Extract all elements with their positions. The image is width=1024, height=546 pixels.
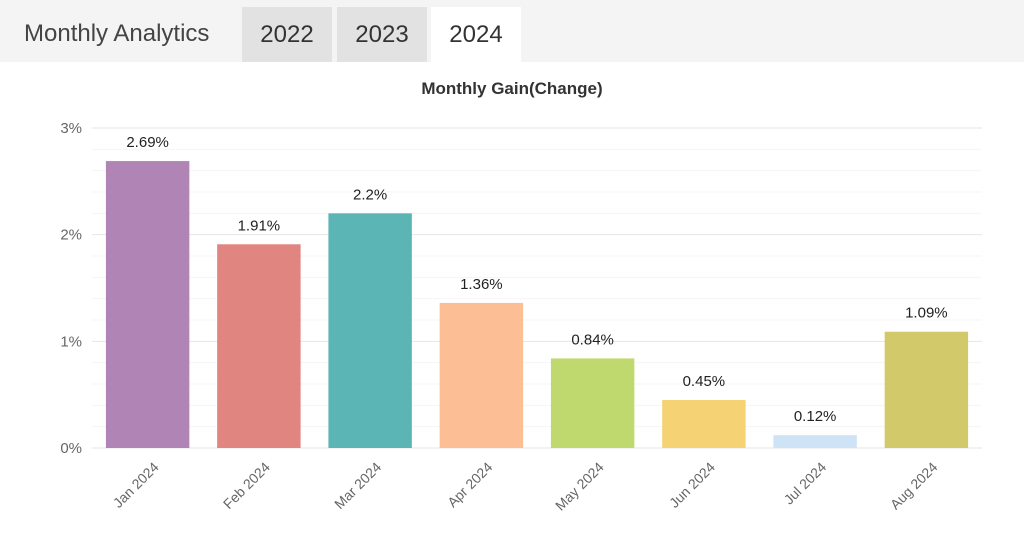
y-tick-label: 1% [60, 333, 82, 350]
data-label: 0.45% [683, 373, 726, 390]
x-tick-label: Jul 2024 [781, 459, 830, 508]
bar[interactable] [773, 435, 857, 448]
x-tick-label: Aug 2024 [887, 459, 941, 513]
bar[interactable] [105, 161, 190, 449]
data-label: 2.2% [353, 186, 387, 203]
data-label: 1.91% [238, 217, 281, 234]
y-tick-label: 3% [60, 120, 82, 137]
x-tick-label: Jun 2024 [666, 459, 718, 511]
data-label: 2.69% [126, 134, 169, 151]
tab-2024[interactable]: 2024 [431, 7, 521, 62]
x-tick-label: Jan 2024 [110, 459, 162, 511]
bar[interactable] [884, 331, 969, 448]
y-axis: 0% 1% 2% 3% [60, 120, 82, 457]
bar[interactable] [328, 213, 412, 448]
bar[interactable] [550, 358, 635, 448]
header-bar: Monthly Analytics 2022 2023 2024 [0, 0, 1024, 62]
y-tick-label: 0% [60, 440, 82, 457]
data-label: 0.12% [794, 408, 837, 425]
data-label: 1.36% [460, 276, 503, 293]
x-tick-label: Feb 2024 [220, 459, 273, 512]
tab-2023[interactable]: 2023 [337, 7, 427, 62]
page-title: Monthly Analytics [24, 20, 210, 47]
data-labels-group: 2.69% 1.91% 2.2% 1.36% 0.84% 0.45% 0.12% 1.09% [126, 134, 947, 425]
data-label: 1.09% [905, 305, 948, 322]
x-axis: Jan 2024 Feb 2024 Mar 2024 Apr 2024 May 2024… [110, 459, 941, 514]
bar[interactable] [439, 302, 524, 448]
y-tick-label: 2% [60, 227, 82, 244]
x-tick-label: Apr 2024 [444, 459, 496, 511]
x-tick-label: May 2024 [552, 459, 607, 514]
bar-chart: Monthly Gain(Change) 0% 1% 2% 3% 2.69% 1.91%… [60, 79, 982, 514]
x-tick-label: Mar 2024 [331, 459, 384, 512]
bar[interactable] [217, 244, 301, 448]
chart-title: Monthly Gain(Change) [421, 79, 602, 98]
tab-2022[interactable]: 2022 [242, 7, 332, 62]
bar[interactable] [662, 400, 746, 448]
bars-group [105, 161, 969, 449]
data-label: 0.84% [571, 331, 614, 348]
